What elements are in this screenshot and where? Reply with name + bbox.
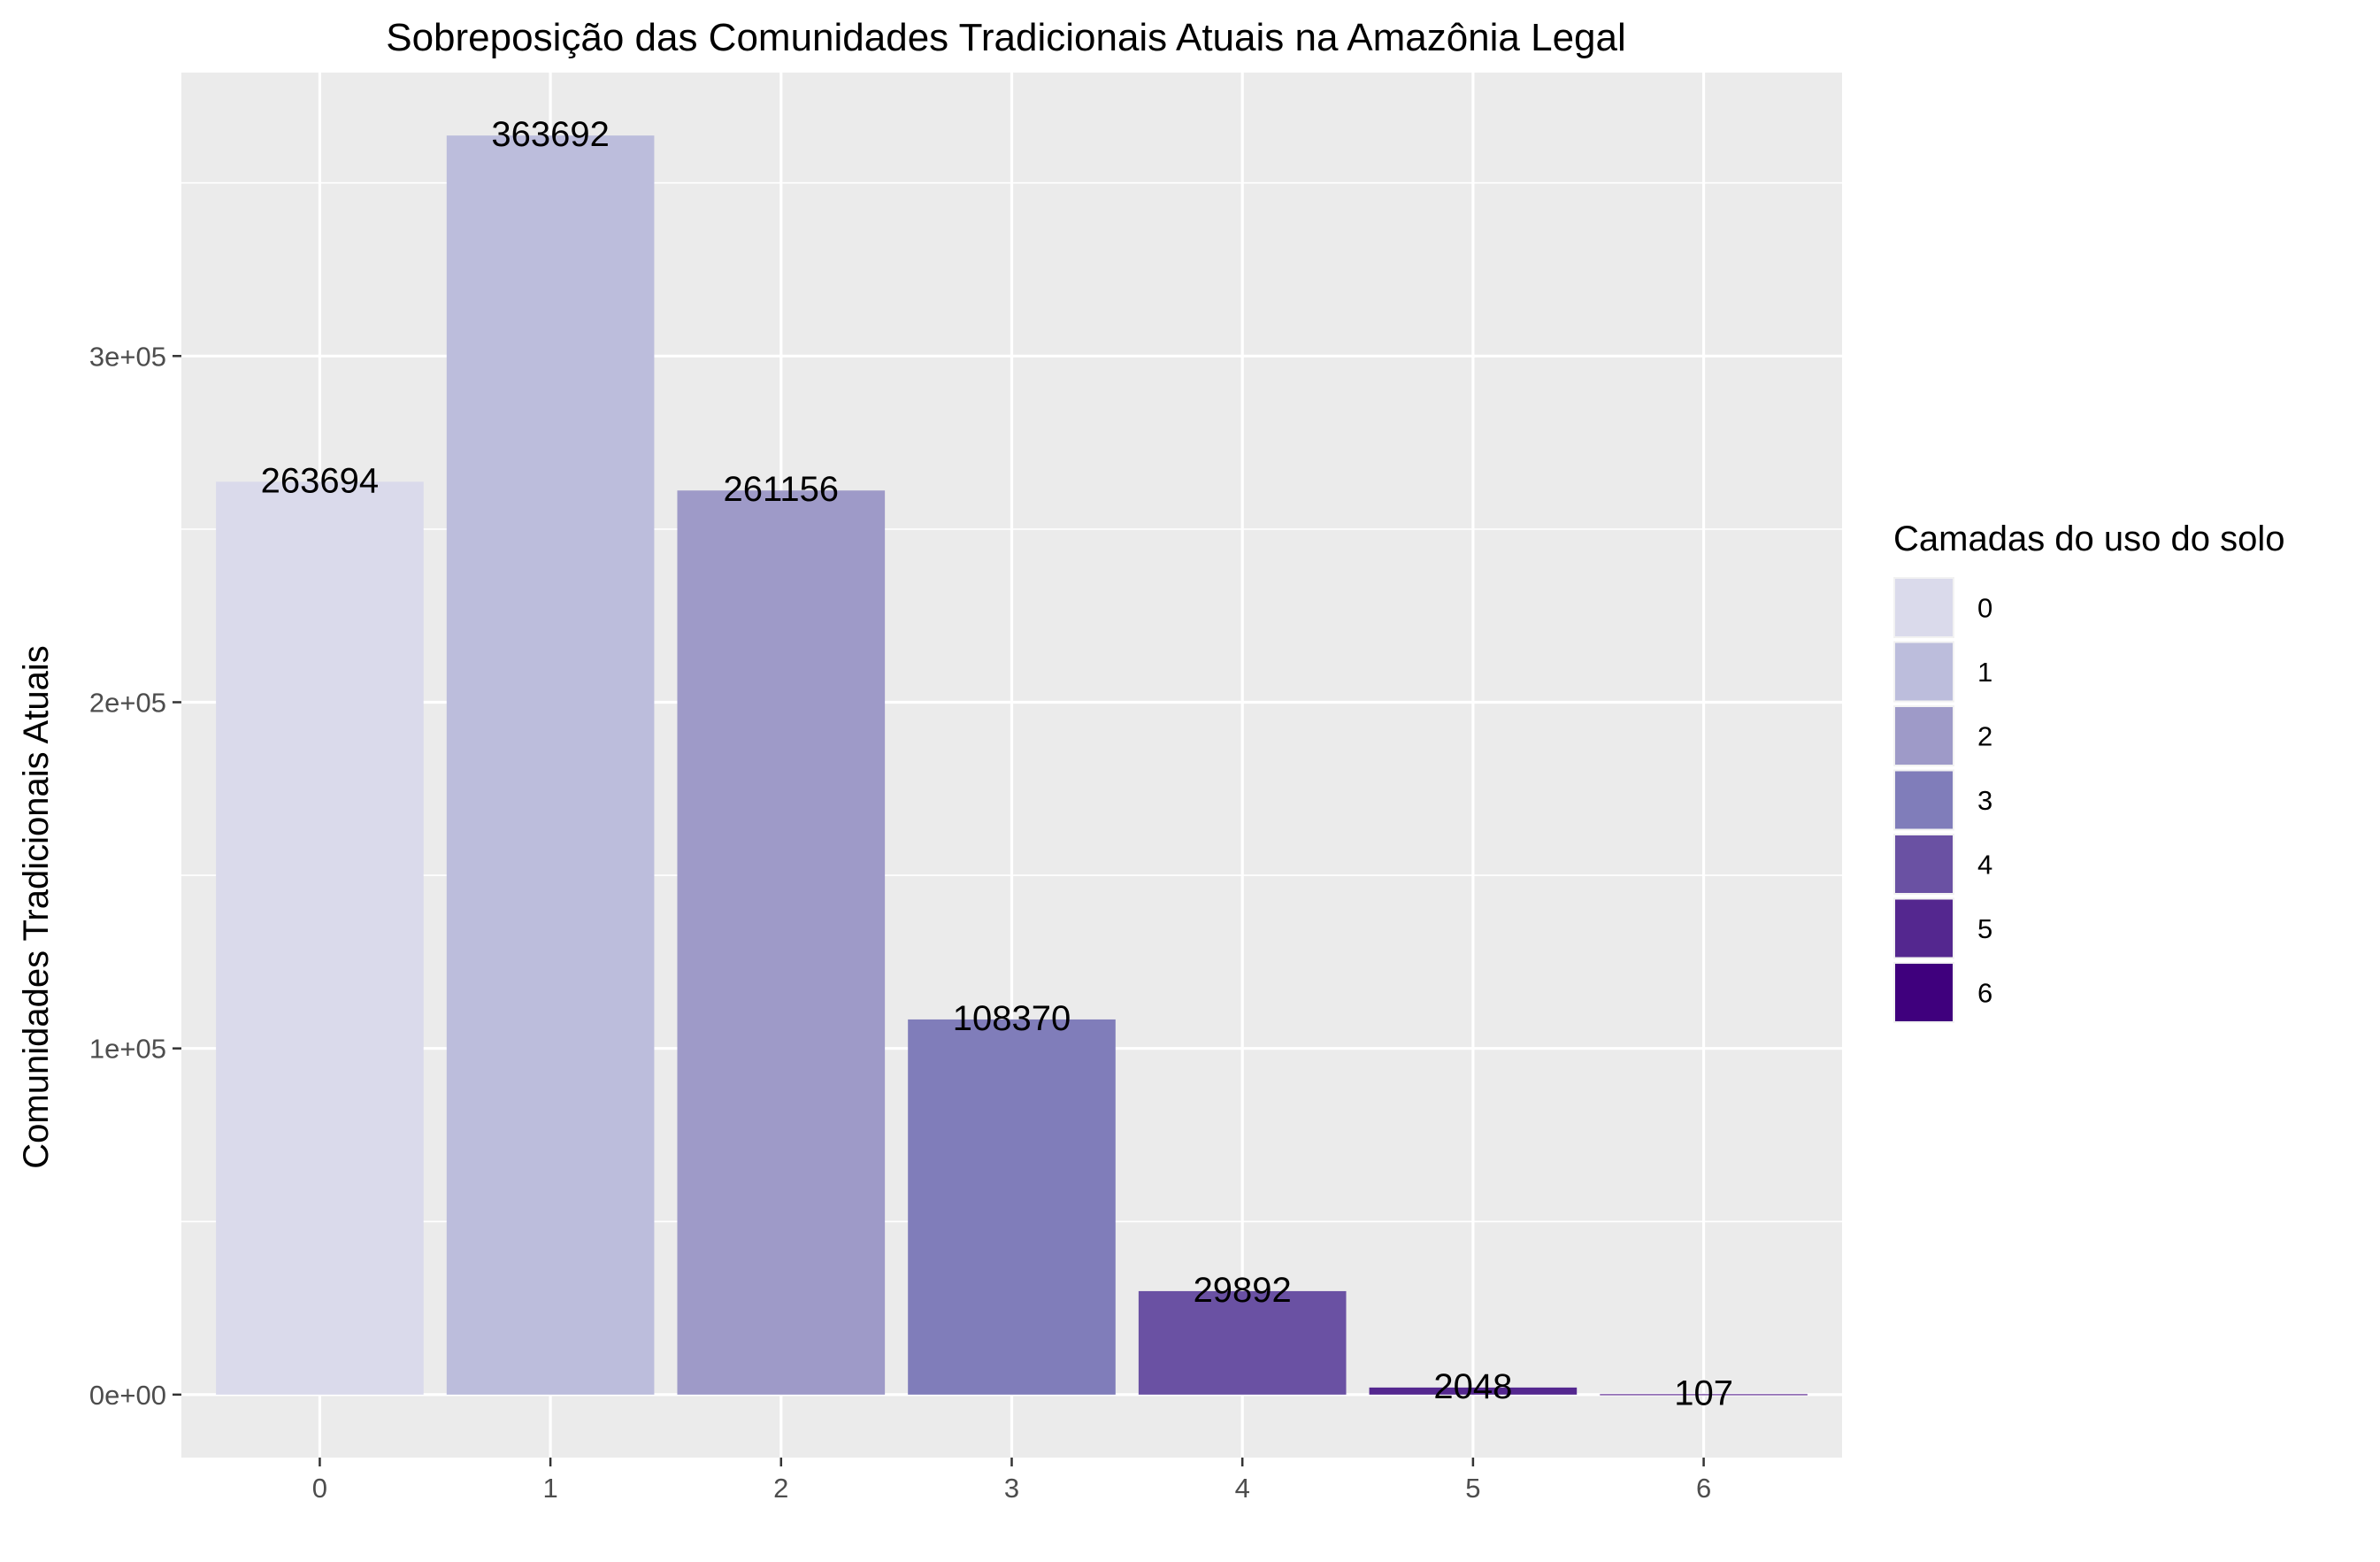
y-tick-label: 1e+05 bbox=[89, 1034, 166, 1065]
x-tick-label: 0 bbox=[312, 1473, 327, 1504]
data-label-1: 363692 bbox=[491, 115, 609, 154]
legend-swatch-2 bbox=[1895, 707, 1953, 765]
legend-title: Camadas do uso do solo bbox=[1893, 519, 2285, 558]
legend-label-2: 2 bbox=[1977, 721, 1992, 752]
x-tick-label: 6 bbox=[1696, 1473, 1711, 1504]
legend-swatch-0 bbox=[1895, 579, 1953, 636]
bar-1 bbox=[446, 135, 655, 1395]
legend-label-4: 4 bbox=[1977, 850, 1992, 881]
y-tick-label: 0e+00 bbox=[89, 1380, 166, 1411]
bar-4 bbox=[1138, 1290, 1347, 1395]
chart-title: Sobreposição das Comunidades Tradicionai… bbox=[386, 16, 1626, 59]
y-axis-title: Comunidades Tradicionais Atuais bbox=[17, 645, 56, 1168]
legend-swatch-4 bbox=[1895, 835, 1953, 893]
legend-label-3: 3 bbox=[1977, 785, 1992, 816]
x-axis: 0 1 2 3 4 5 6 bbox=[312, 1458, 1711, 1504]
x-tick-label: 4 bbox=[1235, 1473, 1250, 1504]
x-tick-label: 1 bbox=[542, 1473, 557, 1504]
data-label-6: 107 bbox=[1674, 1373, 1733, 1412]
bar-series bbox=[216, 135, 1808, 1396]
data-labels: 263694 363692 261156 108370 29892 2048 107 bbox=[261, 115, 1733, 1412]
data-label-4: 29892 bbox=[1194, 1271, 1292, 1310]
x-tick-label: 3 bbox=[1004, 1473, 1019, 1504]
bar-2 bbox=[677, 490, 886, 1395]
bar-3 bbox=[908, 1019, 1116, 1395]
legend-swatch-5 bbox=[1895, 899, 1953, 958]
y-tick-label: 3e+05 bbox=[89, 341, 166, 372]
bar-6 bbox=[1600, 1394, 1808, 1396]
legend-label-0: 0 bbox=[1977, 593, 1992, 624]
legend: Camadas do uso do solo 0 1 2 3 4 5 6 bbox=[1893, 519, 2285, 1023]
data-label-0: 263694 bbox=[261, 461, 379, 500]
legend-swatch-6 bbox=[1895, 964, 1953, 1021]
legend-swatch-3 bbox=[1895, 771, 1953, 829]
legend-label-1: 1 bbox=[1977, 657, 1992, 688]
data-label-2: 261156 bbox=[724, 470, 840, 509]
bar-5 bbox=[1369, 1387, 1578, 1395]
data-label-3: 108370 bbox=[953, 999, 1071, 1038]
x-tick-label: 2 bbox=[773, 1473, 788, 1504]
legend-label-5: 5 bbox=[1977, 913, 1992, 944]
legend-swatch-1 bbox=[1895, 642, 1953, 701]
x-tick-label: 5 bbox=[1465, 1473, 1480, 1504]
y-tick-label: 2e+05 bbox=[89, 687, 166, 718]
y-axis: 0e+00 1e+05 2e+05 3e+05 bbox=[89, 341, 181, 1411]
data-label-5: 2048 bbox=[1433, 1367, 1512, 1406]
legend-label-6: 6 bbox=[1977, 978, 1992, 1009]
bar-0 bbox=[216, 481, 424, 1395]
